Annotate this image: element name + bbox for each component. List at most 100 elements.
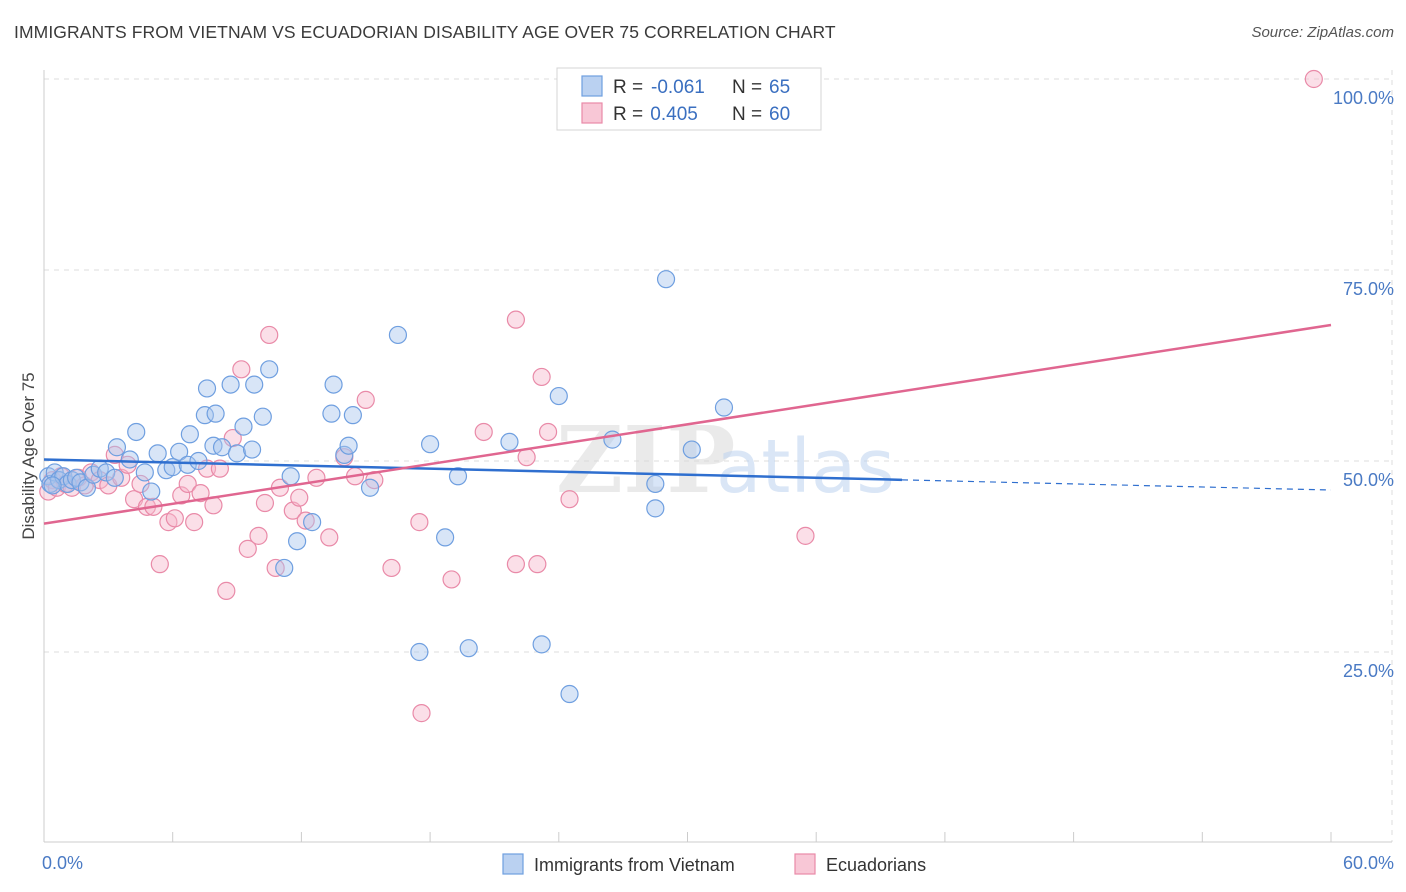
point-ecuadorians: [191, 483, 210, 503]
point-vietnam: [448, 467, 468, 486]
point-vietnam: [43, 476, 62, 495]
point-ecuadorians: [185, 513, 204, 532]
point-vietnam: [549, 386, 568, 406]
legend-n-value-1: 65: [769, 77, 790, 98]
point-ecuadorians: [296, 511, 315, 530]
series-ecuadorians-points: [39, 69, 1323, 723]
point-vietnam: [260, 360, 279, 379]
point-vietnam: [714, 398, 734, 417]
stats-legend: R = -0.061 N = 65 R = 0.405 N = 60: [556, 67, 822, 131]
point-vietnam: [421, 435, 440, 454]
point-vietnam: [206, 404, 225, 423]
chart-title: IMMIGRANTS FROM VIETNAM VS ECUADORIAN DI…: [14, 22, 836, 42]
point-vietnam: [360, 478, 380, 497]
legend-n-value-2: 60: [769, 104, 790, 125]
point-vietnam: [227, 444, 247, 463]
point-ecuadorians: [255, 493, 275, 513]
point-vietnam: [107, 438, 127, 457]
point-ecuadorians: [249, 526, 268, 545]
point-vietnam: [127, 422, 146, 442]
point-vietnam: [459, 639, 478, 658]
point-vietnam: [105, 468, 124, 487]
point-ecuadorians: [320, 528, 339, 547]
point-ecuadorians: [506, 310, 526, 329]
point-ecuadorians: [165, 509, 184, 528]
point-vietnam: [500, 432, 519, 451]
point-ecuadorians: [217, 581, 236, 600]
gridlines: [44, 70, 1393, 842]
y-axis-title: Disability Age Over 75: [19, 372, 38, 539]
point-ecuadorians: [232, 360, 251, 379]
legend-r-label-2: R =: [613, 104, 643, 125]
point-ecuadorians: [560, 490, 579, 509]
point-vietnam: [189, 451, 208, 471]
point-vietnam: [343, 406, 362, 425]
point-vietnam: [275, 558, 294, 578]
series-legend: Immigrants from Vietnam Ecuadorians: [502, 853, 926, 875]
point-ecuadorians: [238, 539, 257, 558]
point-vietnam: [178, 455, 197, 474]
point-ecuadorians: [178, 474, 197, 494]
point-vietnam: [603, 430, 622, 449]
point-vietnam: [560, 684, 579, 704]
x-tick-label: 60.0%: [1343, 853, 1394, 873]
watermark-zip: ZIP: [556, 406, 735, 514]
point-vietnam: [532, 635, 551, 654]
point-vietnam: [436, 528, 455, 547]
chart-source: Source: ZipAtlas.com: [1251, 24, 1394, 41]
point-vietnam: [410, 642, 429, 662]
point-ecuadorians: [528, 555, 547, 574]
y-tick-label: 50.0%: [1343, 470, 1394, 490]
point-vietnam: [656, 270, 676, 289]
point-vietnam: [646, 499, 665, 518]
trend-line-vietnam-extension: [901, 479, 1332, 491]
point-ecuadorians: [150, 555, 169, 574]
point-vietnam: [242, 440, 262, 459]
point-ecuadorians: [356, 390, 375, 409]
point-ecuadorians: [474, 422, 493, 442]
point-vietnam: [388, 325, 408, 345]
bottom-legend-label-ecuadorians: Ecuadorians: [826, 855, 926, 875]
point-ecuadorians: [1304, 69, 1323, 89]
y-tick-label: 100.0%: [1333, 88, 1394, 108]
tick-labels: 25.0% 50.0% 75.0% 100.0% 0.0% 60.0%: [42, 88, 1394, 873]
point-ecuadorians: [290, 488, 309, 507]
point-vietnam: [221, 375, 240, 394]
point-vietnam: [170, 442, 189, 461]
point-vietnam: [120, 450, 139, 469]
legend-r-label-1: R =: [613, 77, 643, 98]
point-vietnam: [142, 482, 161, 501]
legend-swatch-ecuadorians: [581, 102, 603, 124]
point-vietnam: [646, 474, 665, 494]
legend-swatch-vietnam: [581, 75, 603, 97]
point-ecuadorians: [506, 555, 526, 574]
point-vietnam: [682, 440, 701, 459]
point-vietnam: [303, 513, 322, 532]
point-vietnam: [281, 467, 300, 486]
bottom-legend-label-vietnam: Immigrants from Vietnam: [534, 855, 735, 875]
point-vietnam: [335, 445, 354, 464]
y-tick-label: 75.0%: [1343, 279, 1394, 299]
point-ecuadorians: [412, 704, 431, 723]
trend-lines: [43, 323, 1332, 525]
legend-n-label-1: N =: [732, 77, 762, 98]
point-vietnam: [288, 532, 307, 551]
point-ecuadorians: [538, 422, 558, 442]
legend-r-value-2: 0.405: [645, 104, 698, 125]
axes: [43, 70, 1392, 843]
point-ecuadorians: [410, 513, 429, 532]
watermark-atlas: atlas: [716, 424, 895, 510]
point-ecuadorians: [532, 367, 551, 387]
bottom-legend-swatch-vietnam: [502, 853, 524, 875]
x-tick-label: 0.0%: [42, 853, 83, 873]
trend-line-vietnam: [43, 458, 903, 482]
point-vietnam: [148, 444, 167, 463]
trend-line-ecuadorians: [43, 323, 1332, 525]
point-vietnam: [180, 425, 199, 444]
point-ecuadorians: [172, 486, 191, 505]
legend-r-value-1: -0.061: [651, 77, 705, 98]
point-ecuadorians: [442, 570, 461, 589]
point-vietnam: [253, 407, 272, 426]
point-vietnam: [197, 379, 217, 398]
